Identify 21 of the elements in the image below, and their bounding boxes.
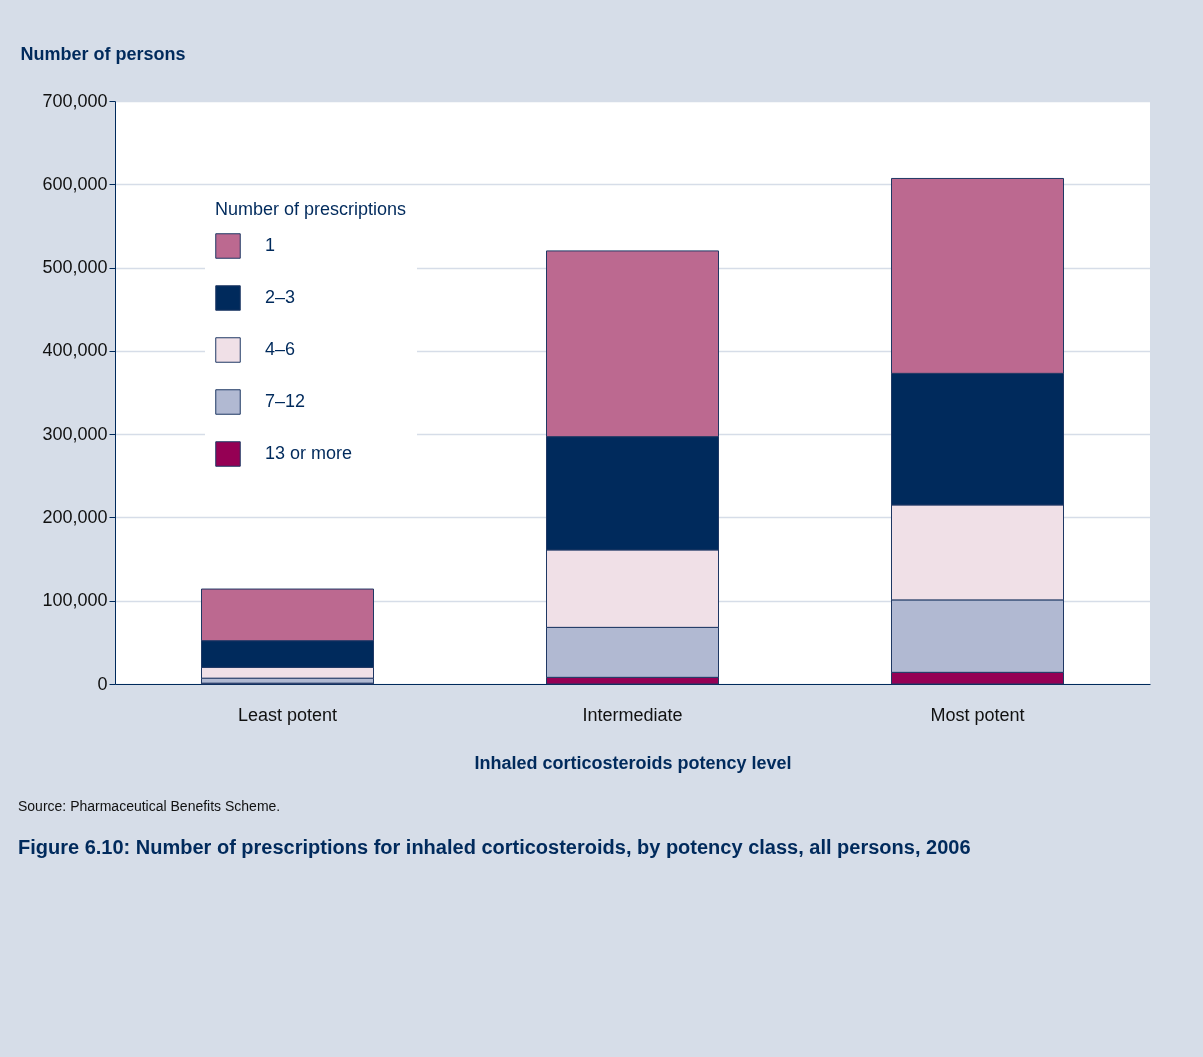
x-axis-title: Inhaled corticosteroids potency level [474,752,792,773]
legend-label: 1 [265,235,276,255]
y-tick-label: 200,000 [42,506,108,527]
legend-label: 4–6 [265,339,296,359]
source-note: Source: Pharmaceutical Benefits Scheme. [18,798,282,814]
text: Figure 6.10: Number of prescriptions for inhaled corticosteroids, by potency class, all persons, 2006 [18,836,972,859]
y-tick-label: 700,000 [42,90,108,111]
legend-label: 13 or more [265,443,353,463]
y-tick-label: 100,000 [42,590,108,611]
x-tick-label: Intermediate [582,704,683,725]
x-tick-label: Most potent [930,704,1025,725]
y-tick-label: 500,000 [42,257,108,278]
y-axis-title: Number of persons [20,43,186,64]
legend-label: 7–12 [265,391,306,411]
y-tick-label: 600,000 [42,173,108,194]
legend-title: Number of prescriptions [215,199,407,219]
y-tick-label: 0 [97,673,108,694]
x-tick-label: Least potent [237,704,338,725]
y-tick-label: 300,000 [42,423,108,444]
legend-label: 2–3 [265,287,296,307]
y-tick-label: 400,000 [42,340,108,361]
